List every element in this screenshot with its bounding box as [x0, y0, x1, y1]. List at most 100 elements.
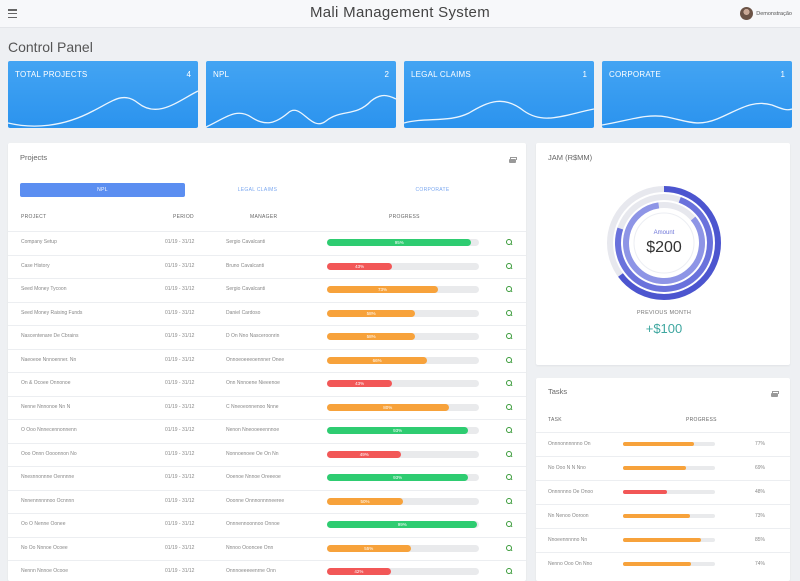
- progress-bar[interactable]: 66%: [327, 356, 479, 364]
- table-row: Case History 01/19 - 31/12 Bruno Cavalcant…: [8, 254, 526, 279]
- project-manager: Ooenoe Nnnoe Oreeeoe: [226, 474, 281, 480]
- search-icon[interactable]: [506, 544, 512, 551]
- progress-bar-fill: 99%: [327, 521, 478, 528]
- search-icon[interactable]: [506, 427, 512, 433]
- progress-bar-fill: 49%: [327, 450, 402, 458]
- progress-bar[interactable]: 49%: [327, 450, 479, 458]
- column-task-progress-header: PROGRESS: [686, 417, 717, 423]
- stat-card-corporate[interactable]: CORPORATE 1: [602, 61, 792, 128]
- project-manager: Nnnoo Oooncee Onn: [226, 544, 274, 551]
- search-icon[interactable]: [506, 474, 512, 480]
- tasks-panel: [536, 378, 790, 581]
- project-manager: Bruno Cavalcanti: [226, 262, 265, 269]
- project-period: 01/19 - 31/12: [165, 333, 195, 339]
- progress-bar[interactable]: 58%: [327, 309, 479, 317]
- column-project-header: PROJECT: [21, 214, 47, 220]
- print-icon[interactable]: [509, 157, 517, 163]
- progress-bar[interactable]: 55%: [327, 544, 479, 552]
- task-progress-fill: [623, 538, 702, 542]
- search-icon[interactable]: [506, 403, 512, 410]
- search-icon[interactable]: [506, 450, 512, 457]
- stat-card-legal-claims[interactable]: LEGAL CLAIMS 1: [404, 61, 594, 128]
- search-icon[interactable]: [506, 356, 512, 363]
- progress-bar-fill: 58%: [327, 309, 416, 317]
- task-progress-bar[interactable]: [623, 490, 715, 494]
- tab-npl[interactable]: NPL: [20, 183, 185, 197]
- progress-bar[interactable]: 42%: [327, 568, 479, 575]
- progress-bar[interactable]: 43%: [327, 380, 479, 387]
- progress-bar-fill: 95%: [327, 239, 472, 246]
- project-name: Company Setup: [21, 239, 57, 245]
- search-icon[interactable]: [506, 497, 512, 504]
- stat-card-count: 2: [384, 70, 389, 79]
- project-manager: Sergio Cavalcanti: [226, 239, 266, 245]
- stat-card-label: LEGAL CLAIMS: [411, 70, 471, 79]
- amount-label: Amount: [653, 230, 675, 236]
- wave-line-chart: [8, 90, 198, 127]
- task-row: Onnnonnnnnno On 77%: [536, 432, 790, 456]
- project-manager: Onnnoeeeeenrne Onn: [226, 568, 276, 574]
- project-period: 01/19 - 31/12: [165, 497, 195, 504]
- search-icon[interactable]: [506, 239, 512, 245]
- avatar[interactable]: [740, 7, 754, 20]
- task-row: Nenno Ooo On Nno 74%: [536, 552, 790, 576]
- search-icon[interactable]: [506, 521, 512, 527]
- task-progress-bar[interactable]: [623, 562, 715, 566]
- stat-card-total-projects[interactable]: TOTAL PROJECTS 4: [8, 61, 198, 128]
- print-icon[interactable]: [771, 391, 779, 397]
- project-period: 01/19 - 31/12: [165, 262, 195, 269]
- search-icon[interactable]: [506, 309, 512, 316]
- progress-bar[interactable]: 95%: [327, 239, 479, 246]
- search-icon[interactable]: [506, 380, 512, 386]
- project-name: Naeoeoe Nnnoenner. Nn: [21, 356, 77, 363]
- table-row: Nnesnnonnne Oennnne 01/19 - 31/12 Ooenoe N…: [8, 466, 526, 490]
- stat-card-npl[interactable]: NPL 2: [206, 61, 396, 128]
- project-manager: Nonnoenoee Oe On Nn: [226, 450, 279, 457]
- tab-legal-claims[interactable]: LEGAL CLAIMS: [237, 187, 278, 193]
- page-title: Control Panel: [8, 39, 93, 55]
- search-icon[interactable]: [506, 262, 512, 269]
- task-progress-fill: [623, 442, 694, 446]
- progress-bar[interactable]: 80%: [327, 403, 479, 411]
- task-row: Nnoeennnnno Nn 85%: [536, 528, 790, 552]
- progress-bar[interactable]: 73%: [327, 286, 479, 293]
- hamburger-menu-icon[interactable]: [8, 9, 17, 19]
- progress-bar[interactable]: 58%: [327, 333, 479, 340]
- search-icon[interactable]: [506, 333, 512, 339]
- progress-bar-fill: 43%: [327, 262, 393, 270]
- search-icon[interactable]: [506, 568, 512, 574]
- task-progress-value: 69%: [755, 465, 766, 471]
- task-progress-bar[interactable]: [623, 466, 715, 470]
- project-period: 01/19 - 31/12: [165, 427, 195, 433]
- table-row: Nascentenare De Cbrains 01/19 - 31/12 D On…: [8, 325, 526, 349]
- task-progress-bar[interactable]: [623, 514, 715, 518]
- task-progress-value: 48%: [755, 489, 766, 495]
- task-progress-value: 85%: [755, 537, 766, 543]
- task-progress-bar[interactable]: [623, 538, 715, 542]
- project-name: Nnnennnnnnoo Ocnnnn: [21, 497, 75, 504]
- tab-corporate[interactable]: CORPORATE: [415, 187, 450, 193]
- progress-bar[interactable]: 50%: [327, 497, 479, 505]
- jam-radial-chart: [607, 186, 721, 300]
- user-menu[interactable]: Demonstração: [740, 7, 792, 20]
- progress-bar-fill: 55%: [327, 544, 411, 552]
- progress-bar[interactable]: 93%: [327, 427, 479, 434]
- project-manager: Daniel Cardoso: [226, 309, 261, 316]
- column-progress-header: PROGRESS: [389, 214, 420, 220]
- previous-month-label: PREVIOUS MONTH: [636, 310, 692, 316]
- tasks-title: Tasks: [548, 387, 568, 396]
- project-period: 01/19 - 31/12: [165, 544, 195, 551]
- progress-bar[interactable]: 93%: [327, 474, 479, 481]
- progress-bar[interactable]: 43%: [327, 262, 479, 270]
- search-icon[interactable]: [506, 286, 512, 292]
- project-name: No Oo Nnnoe Ocoee: [21, 544, 68, 551]
- project-name: Nascentenare De Cbrains: [21, 333, 79, 339]
- projects-title: Projects: [20, 153, 48, 162]
- project-name: O Ooo Nnnecennonnenn: [21, 427, 77, 433]
- progress-bar[interactable]: 99%: [327, 521, 479, 528]
- project-period: 01/19 - 31/12: [165, 450, 195, 457]
- task-name: Nn Nenoo Ooroon: [548, 513, 589, 519]
- task-progress-bar[interactable]: [623, 442, 715, 446]
- progress-bar-fill: 42%: [327, 568, 391, 575]
- project-manager: Nenon Nneooeeennnoe: [226, 427, 280, 433]
